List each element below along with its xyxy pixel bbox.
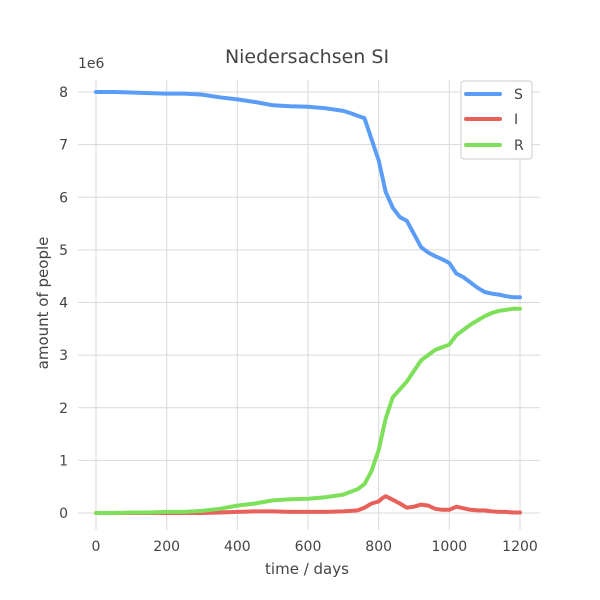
x-tick-label: 600 — [295, 539, 322, 555]
x-tick-label: 800 — [365, 539, 392, 555]
y-tick-label: 7 — [59, 138, 68, 154]
x-tick-label: 200 — [153, 539, 180, 555]
y-tick-label: 3 — [59, 348, 68, 364]
legend-label-r: R — [514, 138, 524, 154]
y-tick-label: 1 — [59, 453, 68, 469]
x-tick-label: 400 — [224, 539, 251, 555]
x-tick-label: 0 — [92, 539, 101, 555]
chart-title: Niedersachsen SI — [225, 46, 389, 68]
y-tick-label: 8 — [59, 85, 68, 101]
y-tick-label: 2 — [59, 401, 68, 417]
series-lines — [94, 90, 522, 515]
legend-label-s: S — [514, 87, 523, 103]
x-tick-label: 1000 — [432, 539, 468, 555]
x-tick-label: 1200 — [502, 539, 538, 555]
y-tick-label: 6 — [59, 190, 68, 206]
y-tick-label: 5 — [59, 243, 68, 259]
tick-labels: 0 200 400 600 800 1000 1200 0 1 2 3 4 5 6 7 8 — [59, 85, 538, 555]
y-tick-label: 4 — [59, 296, 68, 312]
series-line-i — [94, 494, 522, 515]
y-scale-label: 1e6 — [78, 56, 105, 72]
x-axis-label: time / days — [265, 560, 349, 578]
y-axis-label: amount of people — [34, 237, 52, 370]
y-tick-label: 0 — [59, 506, 68, 522]
series-line-s — [94, 90, 522, 300]
legend: S I R — [460, 80, 533, 160]
legend-label-i: I — [514, 112, 518, 128]
series-line-r — [94, 306, 522, 515]
